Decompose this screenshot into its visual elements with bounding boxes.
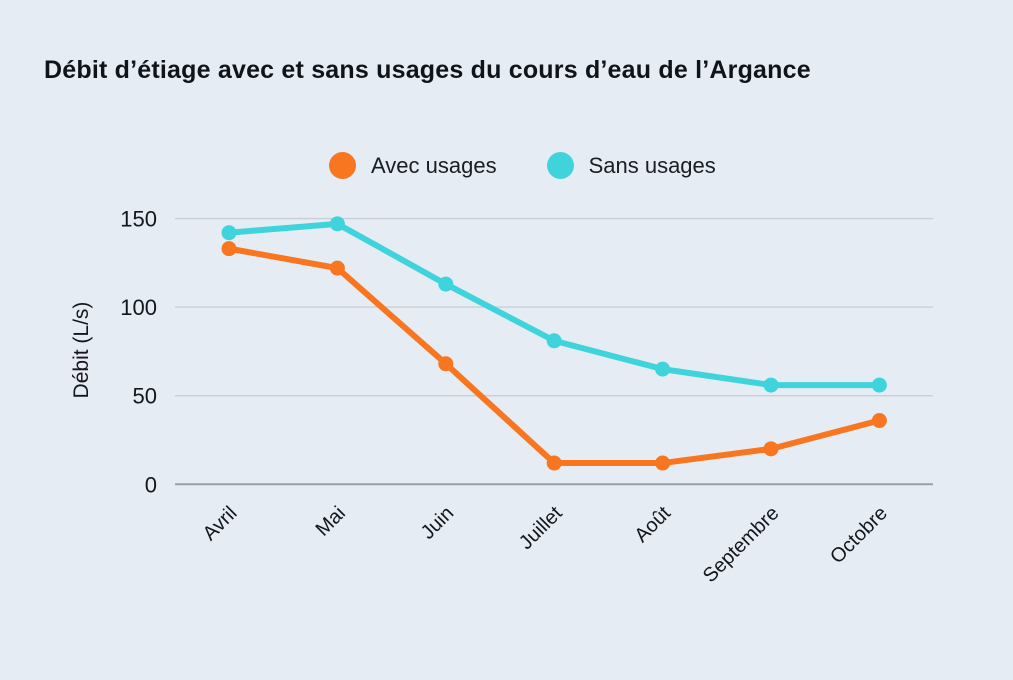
y-tick-label-50: 50	[133, 384, 157, 409]
x-tick-label-4: Août	[630, 502, 675, 547]
data-point-sans-usages-0	[221, 225, 237, 241]
chart-title: Débit d’étiage avec et sans usages du co…	[44, 56, 811, 84]
legend-label-avec-usages: Avec usages	[371, 152, 497, 178]
data-point-sans-usages-2	[438, 276, 454, 292]
data-point-avec-usages-6	[871, 413, 887, 429]
series-line-sans-usages	[226, 220, 883, 389]
x-tick-label-0: Avril	[199, 502, 242, 545]
x-tick-label-6: Octobre	[826, 502, 892, 568]
data-point-sans-usages-3	[546, 333, 562, 349]
legend-item-sans-usages[interactable]: Sans usages	[546, 152, 716, 179]
data-point-avec-usages-1	[329, 260, 345, 276]
data-point-avec-usages-3	[546, 455, 562, 471]
x-tick-label-1: Mai	[312, 502, 350, 540]
data-point-avec-usages-5	[763, 441, 779, 457]
legend-label-sans-usages: Sans usages	[588, 152, 716, 178]
y-tick-label-150: 150	[120, 207, 157, 232]
legend-marker-avec-usages	[329, 152, 356, 179]
data-point-sans-usages-1	[329, 216, 345, 232]
data-point-avec-usages-2	[438, 356, 454, 372]
data-point-avec-usages-0	[221, 241, 237, 257]
series-line-avec-usages	[226, 245, 883, 467]
legend-marker-sans-usages	[546, 152, 574, 179]
y-tick-label-0: 0	[145, 472, 157, 497]
legend: Avec usages Sans usages	[329, 152, 716, 179]
x-tick-label-5: Septembre	[699, 502, 784, 587]
data-point-sans-usages-5	[763, 377, 779, 393]
data-point-sans-usages-4	[655, 361, 671, 377]
legend-item-avec-usages[interactable]: Avec usages	[329, 152, 497, 179]
x-tick-label-2: Juin	[417, 502, 459, 544]
x-tick-label-3: Juillet	[515, 502, 567, 554]
data-point-sans-usages-6	[871, 377, 887, 393]
y-tick-label-100: 100	[120, 295, 157, 320]
data-point-avec-usages-4	[655, 455, 671, 471]
